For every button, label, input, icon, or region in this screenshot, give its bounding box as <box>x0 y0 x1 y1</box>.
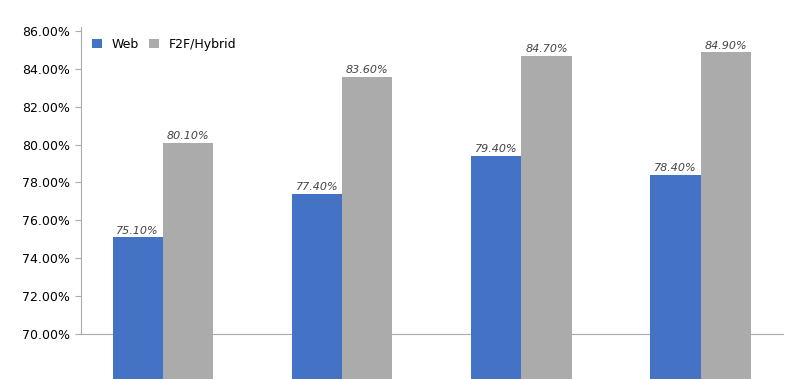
Bar <box>163 143 213 379</box>
Text: 80.10%: 80.10% <box>166 131 209 141</box>
Bar <box>292 194 342 379</box>
Text: 75.10%: 75.10% <box>116 226 159 236</box>
Bar <box>113 237 163 379</box>
Text: 84.70%: 84.70% <box>525 44 568 54</box>
Text: 79.40%: 79.40% <box>475 144 517 154</box>
Legend: Web, F2F/Hybrid: Web, F2F/Hybrid <box>87 33 242 56</box>
Text: 77.40%: 77.40% <box>295 182 338 192</box>
Text: 78.40%: 78.40% <box>654 163 697 173</box>
Text: 83.60%: 83.60% <box>346 65 388 75</box>
Bar <box>650 175 700 379</box>
Text: 84.90%: 84.90% <box>705 41 747 50</box>
Bar <box>700 52 751 379</box>
Bar <box>521 56 571 379</box>
Bar <box>342 77 392 379</box>
Bar <box>471 156 521 379</box>
